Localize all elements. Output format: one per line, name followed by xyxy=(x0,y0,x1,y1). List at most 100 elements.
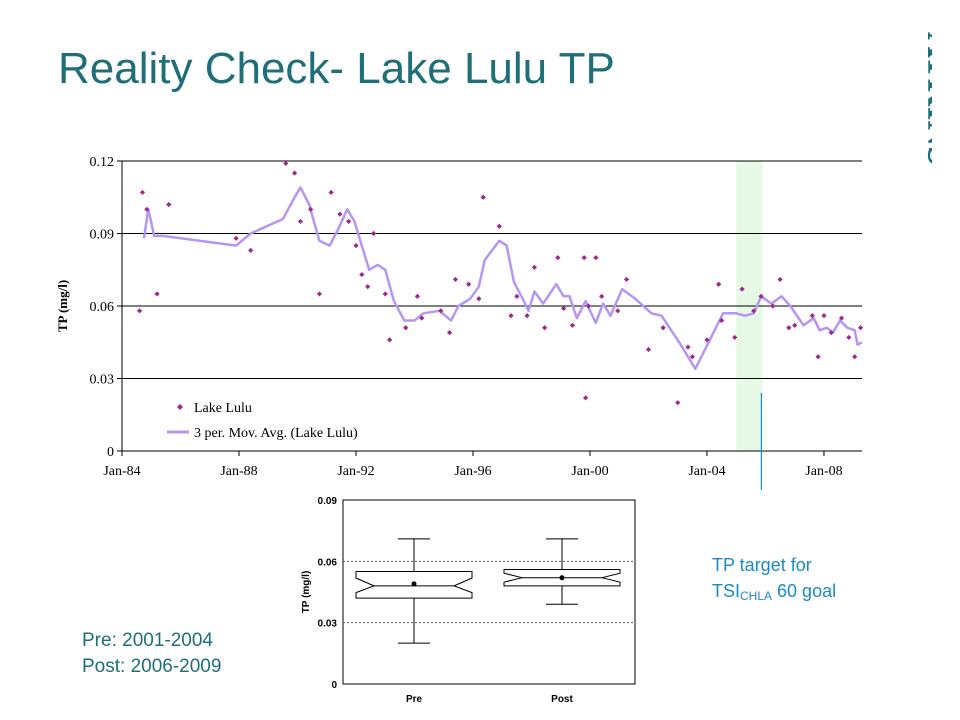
slide-title: Reality Check- Lake Lulu TP xyxy=(58,44,615,93)
boxplot-x-label: Post xyxy=(551,694,573,705)
data-point xyxy=(599,293,605,299)
data-point xyxy=(387,337,393,343)
pre-post-boxplot: 0 0.03 0.06 0.09 TP (mg/l) Pre Post xyxy=(301,496,636,705)
data-point xyxy=(716,281,722,287)
data-point xyxy=(452,276,459,283)
data-point xyxy=(139,189,146,196)
boxplot-x-label: Pre xyxy=(406,694,423,705)
data-point xyxy=(524,313,530,319)
data-point xyxy=(414,293,421,299)
data-point xyxy=(403,325,409,331)
data-point xyxy=(297,218,304,225)
legend-label-lake-lulu: Lake Lulu xyxy=(194,401,252,416)
mean-dot xyxy=(559,575,565,581)
data-point xyxy=(623,276,630,283)
boxplot-y-axis-label: TP (mg/l) xyxy=(301,571,312,614)
data-point xyxy=(480,194,486,200)
x-tick-label: Jan-96 xyxy=(454,464,491,479)
annotation-line1: TP target for xyxy=(712,555,812,575)
data-point xyxy=(166,201,172,208)
data-point xyxy=(370,230,377,237)
data-point xyxy=(496,223,502,229)
mean-dot xyxy=(411,581,417,587)
atkins-logo: ATKINS xyxy=(918,32,932,166)
data-point xyxy=(233,235,239,241)
data-point xyxy=(308,206,314,212)
boxplot-y-tick-label: 0.03 xyxy=(318,619,338,630)
data-point xyxy=(689,354,695,360)
data-point xyxy=(569,322,576,328)
y-tick-label: 0.03 xyxy=(90,373,115,388)
data-point xyxy=(514,293,520,299)
data-point xyxy=(136,308,143,314)
data-point xyxy=(593,255,599,261)
data-point xyxy=(542,325,548,331)
data-point xyxy=(353,242,359,249)
note-post: Post: 2006-2009 xyxy=(82,656,222,677)
target-annotation: TP target for TSICHLA 60 goal xyxy=(712,552,836,609)
data-point xyxy=(283,160,289,167)
data-point xyxy=(645,346,652,353)
x-tick-label: Jan-04 xyxy=(688,464,725,479)
data-point xyxy=(359,271,365,278)
note-pre: Pre: 2001-2004 xyxy=(82,630,213,651)
data-point xyxy=(581,255,587,261)
boxplot-y-tick-label: 0.09 xyxy=(318,496,338,507)
data-point xyxy=(857,325,864,331)
data-point xyxy=(585,303,592,309)
data-point xyxy=(852,354,858,360)
data-point xyxy=(382,291,388,297)
data-point xyxy=(466,281,472,287)
atkins-logo-text: ATKINS xyxy=(918,32,932,166)
legend-marker-lake-lulu xyxy=(177,404,183,410)
data-point xyxy=(446,329,453,336)
annotation-line2: TSICHLA 60 goal xyxy=(712,578,836,609)
data-point xyxy=(555,255,561,261)
data-point xyxy=(615,308,621,314)
data-point xyxy=(685,344,691,350)
box-post xyxy=(503,538,621,605)
data-point xyxy=(675,400,681,406)
y-tick-label: 0.12 xyxy=(90,155,115,170)
period-note: Pre: 2001-2004 Post: 2006-2009 xyxy=(82,628,221,680)
x-tick-label: Jan-00 xyxy=(571,464,608,479)
data-point xyxy=(582,395,589,401)
data-point xyxy=(821,313,827,319)
data-point xyxy=(154,291,160,297)
data-point xyxy=(719,317,725,324)
x-tick-label: Jan-08 xyxy=(805,464,842,479)
tp-timeseries-chart: 0 0.03 0.06 0.09 0.12 Jan-84 Jan-88 Jan-92 Jan-9… xyxy=(55,155,864,490)
y-axis-label: TP (mg/l) xyxy=(55,280,70,332)
data-point xyxy=(328,189,334,196)
data-point xyxy=(346,218,352,225)
data-point xyxy=(508,313,514,319)
x-tick-label: Jan-84 xyxy=(103,464,140,479)
y-tick-label: 0.06 xyxy=(90,300,115,315)
data-point xyxy=(291,170,298,176)
y-tick-label: 0.09 xyxy=(90,228,115,243)
legend-label-moving-average: 3 per. Mov. Avg. (Lake Lulu) xyxy=(194,426,358,441)
data-point xyxy=(846,334,852,341)
data-point xyxy=(144,206,150,212)
data-point xyxy=(531,264,538,270)
moving-average-line xyxy=(142,186,863,371)
data-point xyxy=(815,354,821,360)
boxplot-y-tick-label: 0 xyxy=(331,680,337,691)
data-point xyxy=(476,296,482,302)
data-point xyxy=(770,303,776,309)
data-point xyxy=(365,284,371,290)
annotation-tsi: TSI xyxy=(712,581,741,601)
x-tick-label: Jan-92 xyxy=(337,464,374,479)
data-point xyxy=(337,211,343,217)
boxplot-y-tick-label: 0.06 xyxy=(318,557,338,568)
box-pre xyxy=(355,538,473,644)
data-point xyxy=(660,325,666,331)
annotation-rest: 60 goal xyxy=(772,581,837,601)
data-point xyxy=(777,276,783,283)
data-point xyxy=(561,305,567,312)
data-point xyxy=(248,247,254,254)
y-tick-label: 0 xyxy=(107,445,114,460)
chart-legend: Lake Lulu 3 per. Mov. Avg. (Lake Lulu) xyxy=(167,401,358,441)
data-point xyxy=(792,322,798,328)
data-point xyxy=(316,291,323,297)
